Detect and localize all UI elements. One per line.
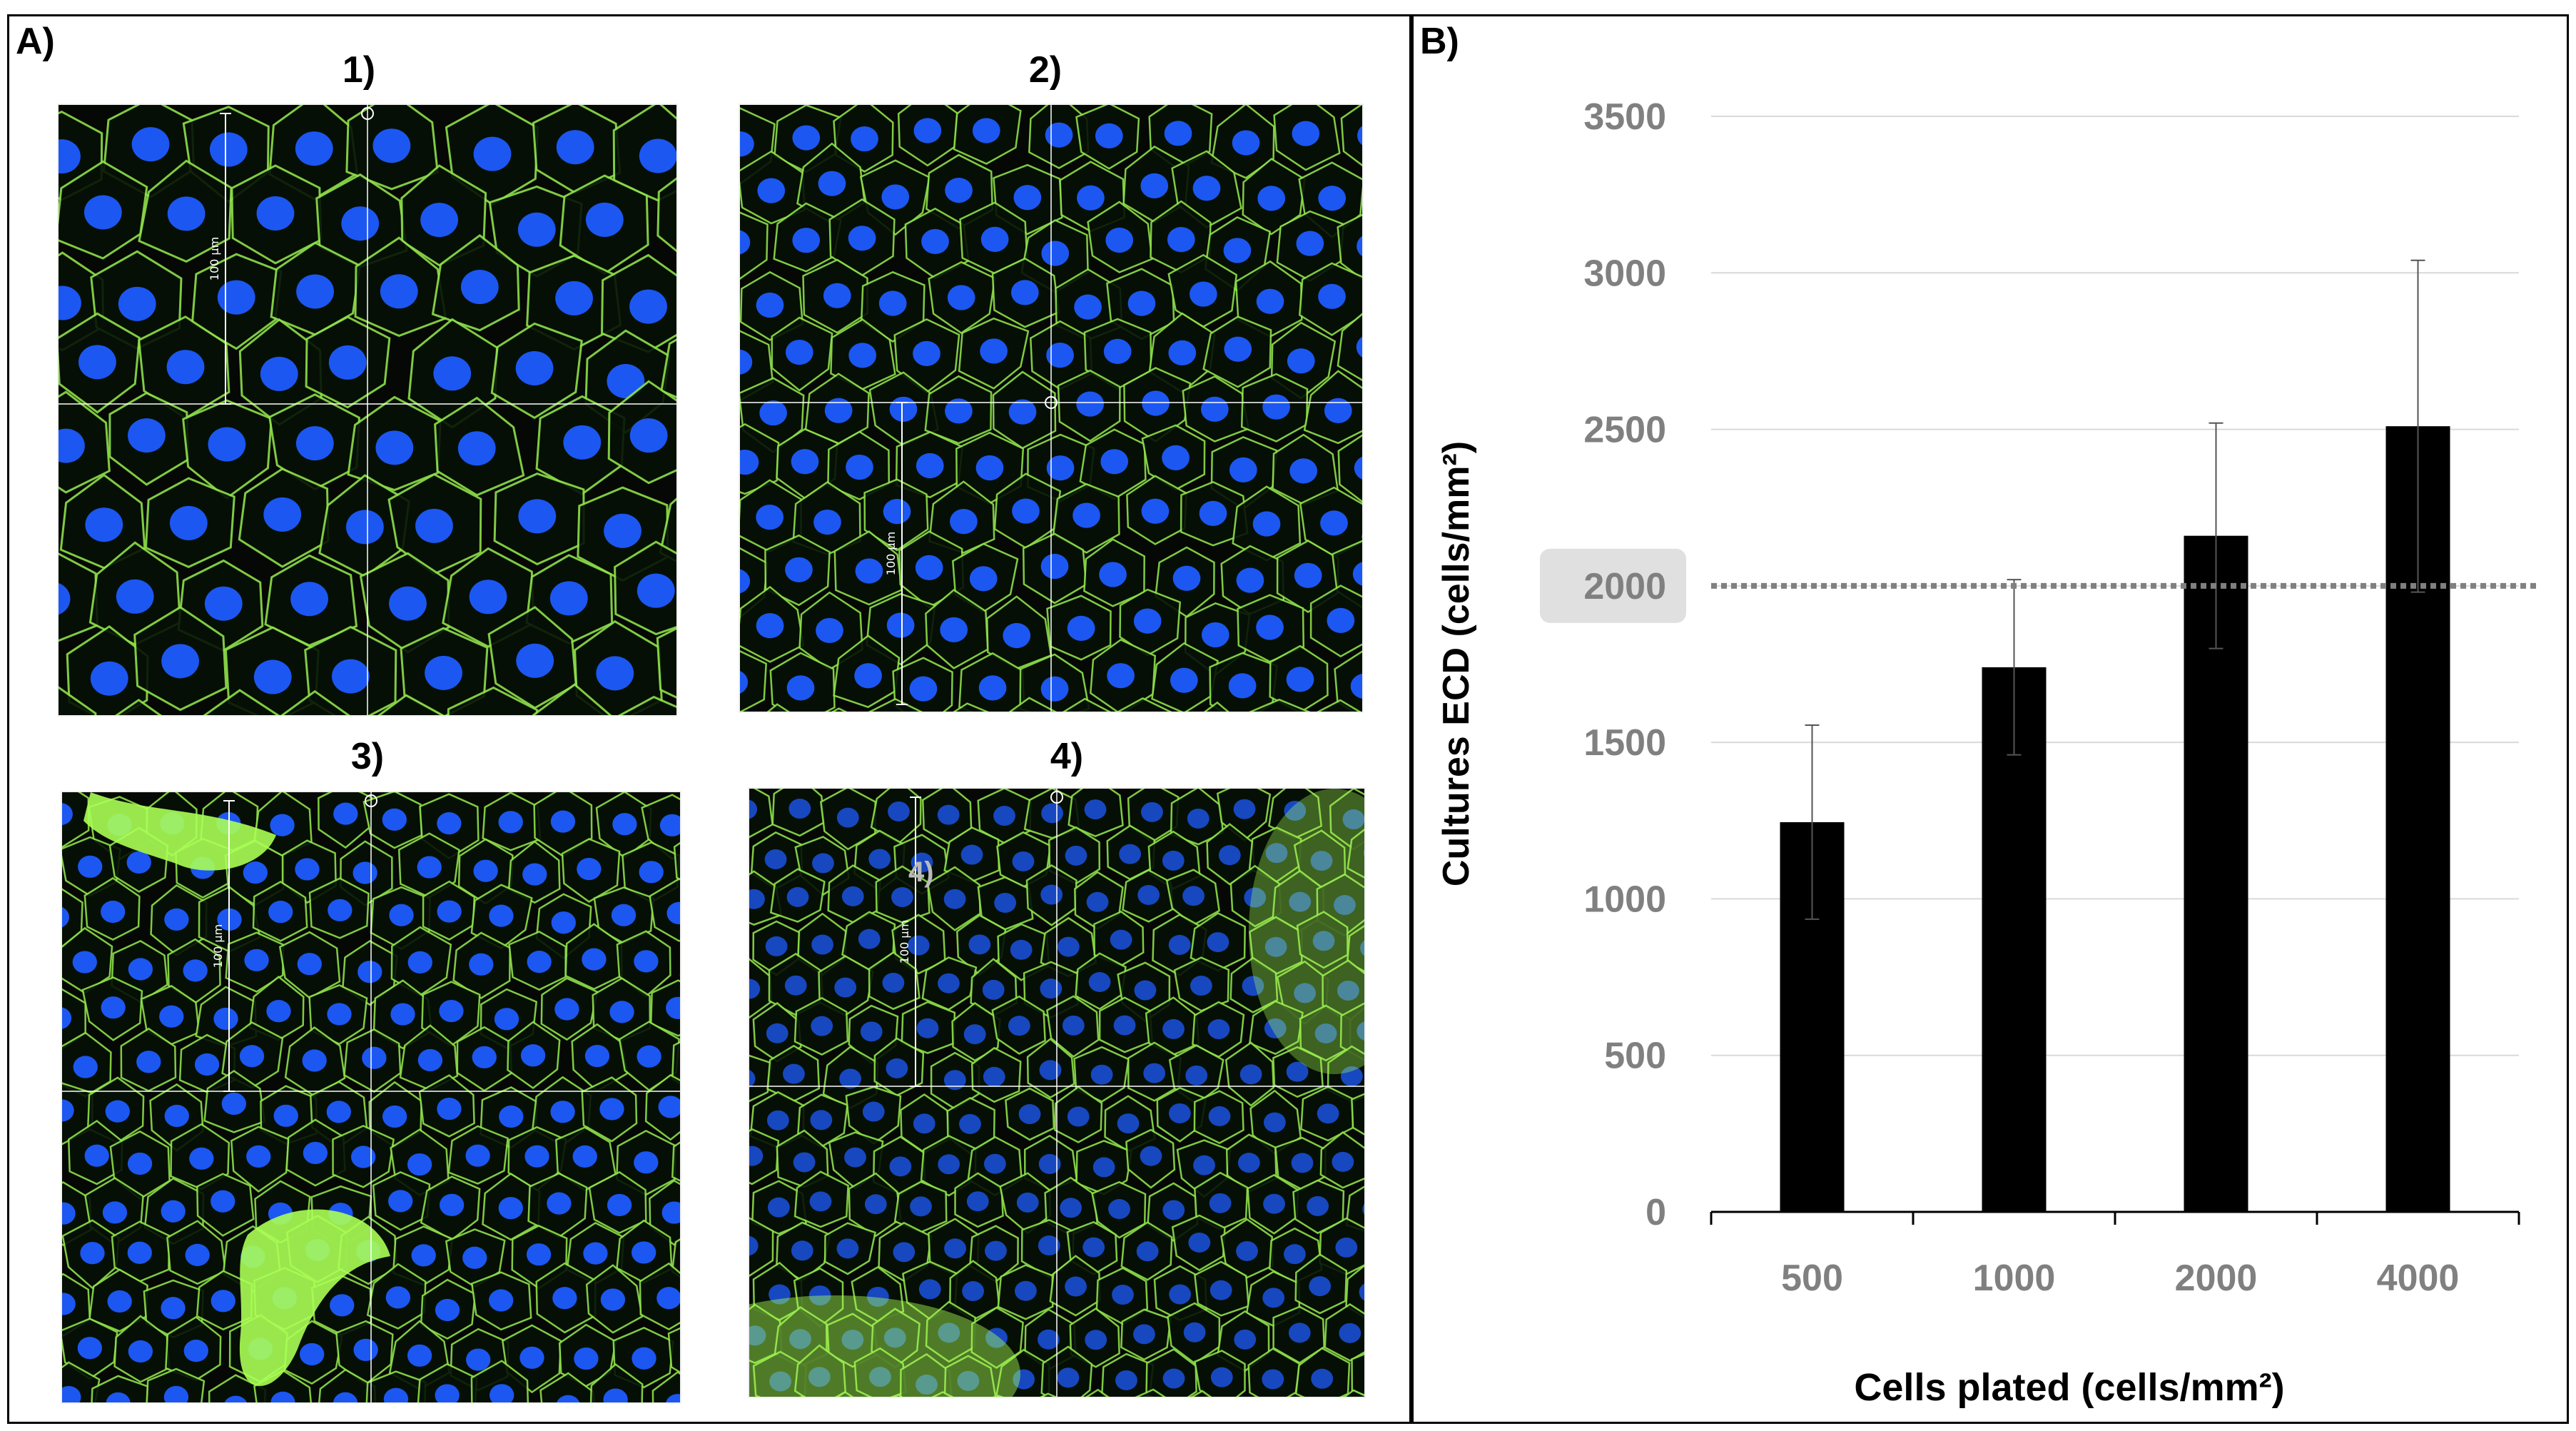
image-3-title: 3) [350,736,385,777]
scale-label: 100 µm [884,532,898,575]
micrograph-2: 100 µm [739,103,1364,713]
inner-image-label: 4) [908,856,934,888]
image-2-title: 2) [1028,49,1063,91]
scale-label: 100 µm [211,924,225,968]
image-1-title: 1) [342,49,376,91]
cell-layer [740,105,1362,712]
micrograph-4: 100 µm 4) [748,787,1366,1398]
crosshair-marker [1045,396,1058,409]
crosshair-marker [365,794,377,807]
image-4-title: 4) [1050,736,1084,777]
panel-b-frame [1411,14,2569,1424]
scale-label: 100 µm [208,237,221,280]
micrograph-1: 100 µm [57,103,678,717]
debris-blob [83,792,276,871]
crosshair-marker [361,107,374,120]
panel-b-label: B) [1420,21,1459,62]
crosshair-marker [1050,791,1063,804]
micrograph-3: 100 µm [61,791,681,1404]
glow-area [1249,789,1364,1074]
cell-layer [749,789,1364,1397]
panel-a-frame [7,14,1411,1424]
panel-a-label: A) [16,21,55,62]
glow-area [749,1295,1020,1397]
debris-blob [239,1209,390,1387]
cell-layer [59,105,676,715]
scale-label: 100 µm [898,920,911,964]
